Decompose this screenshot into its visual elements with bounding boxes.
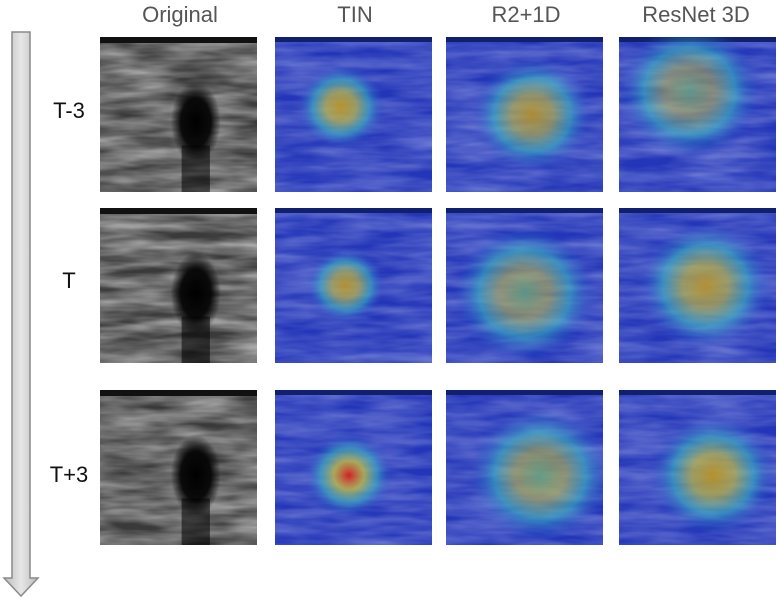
panel-t-plus-3-r2plus1d (446, 390, 603, 545)
row-label-t-plus-3: T+3 (49, 462, 89, 487)
panel-t-plus-3-tin (275, 390, 432, 545)
saliency-heatmap-image (619, 208, 776, 363)
saliency-heatmap-image (446, 208, 603, 363)
panel-t-plus-3-original (100, 390, 257, 545)
row-label-t: T (62, 268, 76, 293)
saliency-heatmap-image (275, 208, 432, 363)
time-arrow-icon (2, 31, 40, 598)
ultrasound-image (100, 208, 257, 363)
column-header-tin: TIN (337, 2, 373, 27)
panel-t-minus-3-tin (275, 37, 432, 192)
column-header-original: Original (142, 2, 218, 27)
ultrasound-image (100, 37, 257, 192)
panel-t-minus-3-resnet3d (619, 37, 776, 192)
column-header-resnet3d: ResNet 3D (642, 2, 750, 27)
saliency-heatmap-image (446, 390, 603, 545)
column-header-r2plus1d: R2+1D (491, 2, 561, 27)
row-label-t-minus-3: T-3 (53, 98, 85, 123)
panel-t-minus-3-r2plus1d (446, 37, 603, 192)
panel-t-original (100, 208, 257, 363)
saliency-heatmap-image (275, 390, 432, 545)
panel-t-plus-3-resnet3d (619, 390, 776, 545)
saliency-heatmap-image (619, 37, 776, 192)
saliency-heatmap-image (446, 37, 603, 192)
saliency-heatmap-image (619, 390, 776, 545)
panel-t-minus-3-original (100, 37, 257, 192)
panel-t-resnet3d (619, 208, 776, 363)
ultrasound-image (100, 390, 257, 545)
saliency-heatmap-image (275, 37, 432, 192)
panel-t-r2plus1d (446, 208, 603, 363)
panel-t-tin (275, 208, 432, 363)
